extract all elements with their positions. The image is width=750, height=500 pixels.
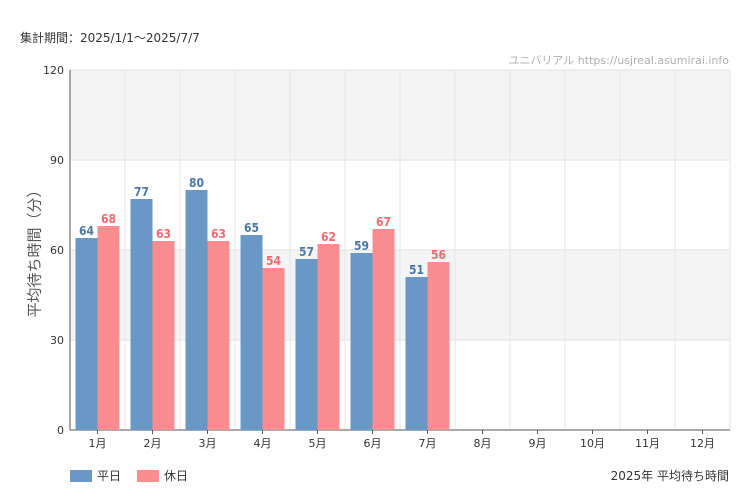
- data-label-holiday: 67: [376, 215, 391, 229]
- bar-weekday: [130, 199, 153, 430]
- legend-swatch-holiday: [137, 469, 160, 482]
- x-tick-label: 2月: [144, 437, 162, 450]
- x-tick-label: 8月: [474, 437, 492, 450]
- legend-label-weekday: 平日: [97, 469, 122, 483]
- bar-holiday: [427, 262, 450, 430]
- period-label: 集計期間：2025/1/1〜2025/7/7: [20, 31, 200, 45]
- data-label-holiday: 63: [211, 227, 226, 241]
- x-tick-label: 11月: [635, 437, 660, 450]
- legend-item-holiday[interactable]: 休日: [137, 467, 188, 484]
- x-tick-label: 12月: [690, 437, 715, 450]
- data-label-weekday: 64: [79, 224, 95, 238]
- bar-weekday: [75, 238, 98, 430]
- legend-swatch-weekday: [70, 469, 92, 482]
- data-label-holiday: 68: [101, 212, 116, 226]
- bar-weekday: [350, 253, 373, 430]
- x-tick-label: 3月: [199, 437, 217, 450]
- data-label-holiday: 56: [431, 248, 446, 262]
- bar-weekday: [405, 277, 428, 430]
- data-label-weekday: 59: [354, 239, 369, 253]
- bar-weekday: [240, 235, 263, 430]
- data-label-weekday: 65: [244, 221, 259, 235]
- data-label-weekday: 77: [134, 185, 149, 199]
- data-label-holiday: 54: [266, 254, 282, 268]
- bar-holiday: [207, 241, 230, 430]
- legend-label-holiday: 休日: [164, 469, 189, 483]
- y-tick-label: 0: [57, 424, 64, 437]
- x-tick-label: 7月: [419, 437, 437, 450]
- x-tick-label: 1月: [89, 437, 107, 450]
- legend: 平日 休日: [70, 467, 188, 484]
- chart-caption: 2025年 平均待ち時間: [610, 469, 729, 483]
- x-tick-label: 10月: [580, 437, 605, 450]
- y-tick-label: 90: [50, 154, 64, 167]
- data-label-holiday: 62: [321, 230, 336, 244]
- data-label-weekday: 51: [409, 263, 424, 277]
- bar-holiday: [317, 244, 340, 430]
- bar-weekday: [295, 259, 318, 430]
- y-tick-label: 120: [43, 64, 64, 77]
- bar-holiday: [152, 241, 175, 430]
- data-label-weekday: 80: [189, 176, 204, 190]
- bar-weekday: [185, 190, 208, 430]
- watermark: ユニバリアル https://usjreal.asumirai.info: [508, 54, 729, 67]
- x-tick-label: 6月: [364, 437, 382, 450]
- x-tick-label: 5月: [309, 437, 327, 450]
- data-label-holiday: 63: [156, 227, 171, 241]
- x-tick-label: 4月: [254, 437, 272, 450]
- bar-holiday: [262, 268, 285, 430]
- bar-holiday: [97, 226, 120, 430]
- y-tick-label: 60: [50, 244, 64, 257]
- bar-holiday: [372, 229, 395, 430]
- legend-item-weekday[interactable]: 平日: [70, 467, 121, 484]
- data-label-weekday: 57: [299, 245, 314, 259]
- x-tick-label: 9月: [529, 437, 547, 450]
- y-tick-label: 30: [50, 334, 64, 347]
